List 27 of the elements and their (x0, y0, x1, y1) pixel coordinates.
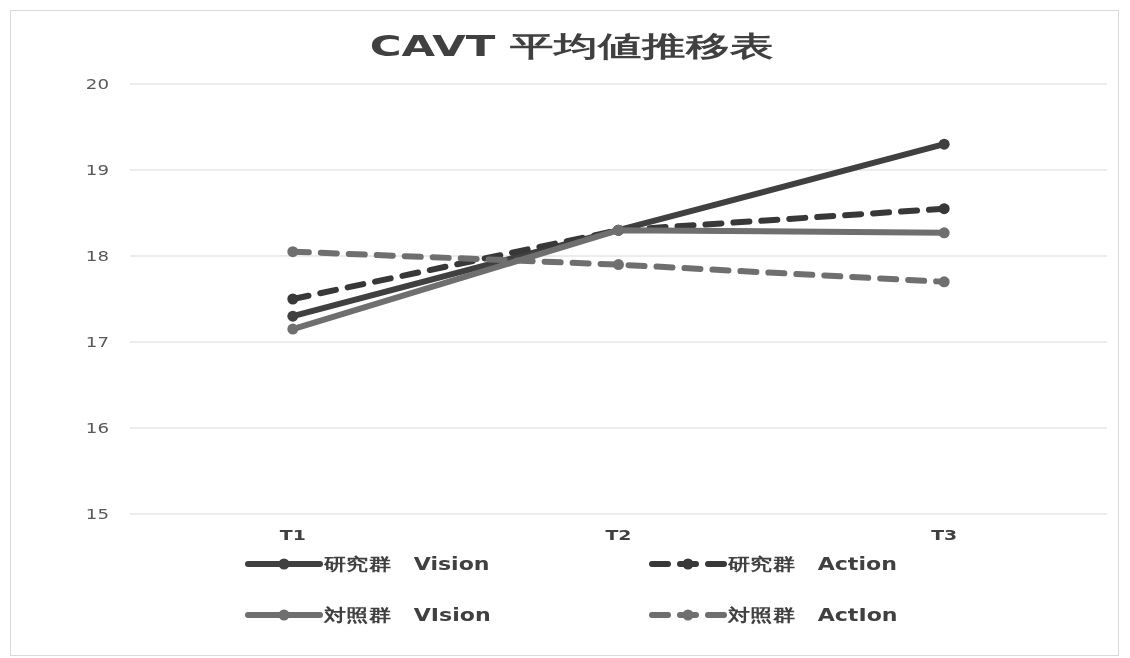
legend-item: 対照群 VIsion (245, 605, 491, 626)
x-tick-label: T1 (279, 527, 306, 544)
point (287, 310, 299, 322)
x-tick-label: T2 (605, 527, 632, 544)
y-tick-label: 19 (85, 162, 109, 179)
y-tick-label: 20 (85, 76, 109, 93)
point (938, 138, 950, 150)
point (938, 276, 950, 288)
point (287, 323, 299, 335)
point (287, 293, 299, 305)
y-tick-label: 16 (85, 420, 109, 437)
x-tick-label: T3 (931, 527, 958, 544)
legend-item: 研究群 Action (649, 554, 897, 575)
point (287, 246, 299, 258)
point (613, 259, 624, 271)
legend-label: 対照群 VIsion (322, 605, 491, 626)
y-tick-label: 17 (85, 334, 109, 351)
legend-label: 研究群 Vision (322, 554, 490, 575)
legend-label: 対照群 ActIon (726, 605, 898, 626)
point (938, 203, 950, 215)
legend-label: 研究群 Action (726, 554, 897, 575)
legend-item: 対照群 ActIon (649, 605, 898, 626)
chart-title: CAVT 平均値推移表 (369, 29, 775, 63)
point (938, 227, 950, 239)
legend-item: 研究群 Vision (245, 554, 490, 575)
y-tick-label: 15 (85, 506, 109, 523)
y-tick-label: 18 (85, 248, 109, 265)
